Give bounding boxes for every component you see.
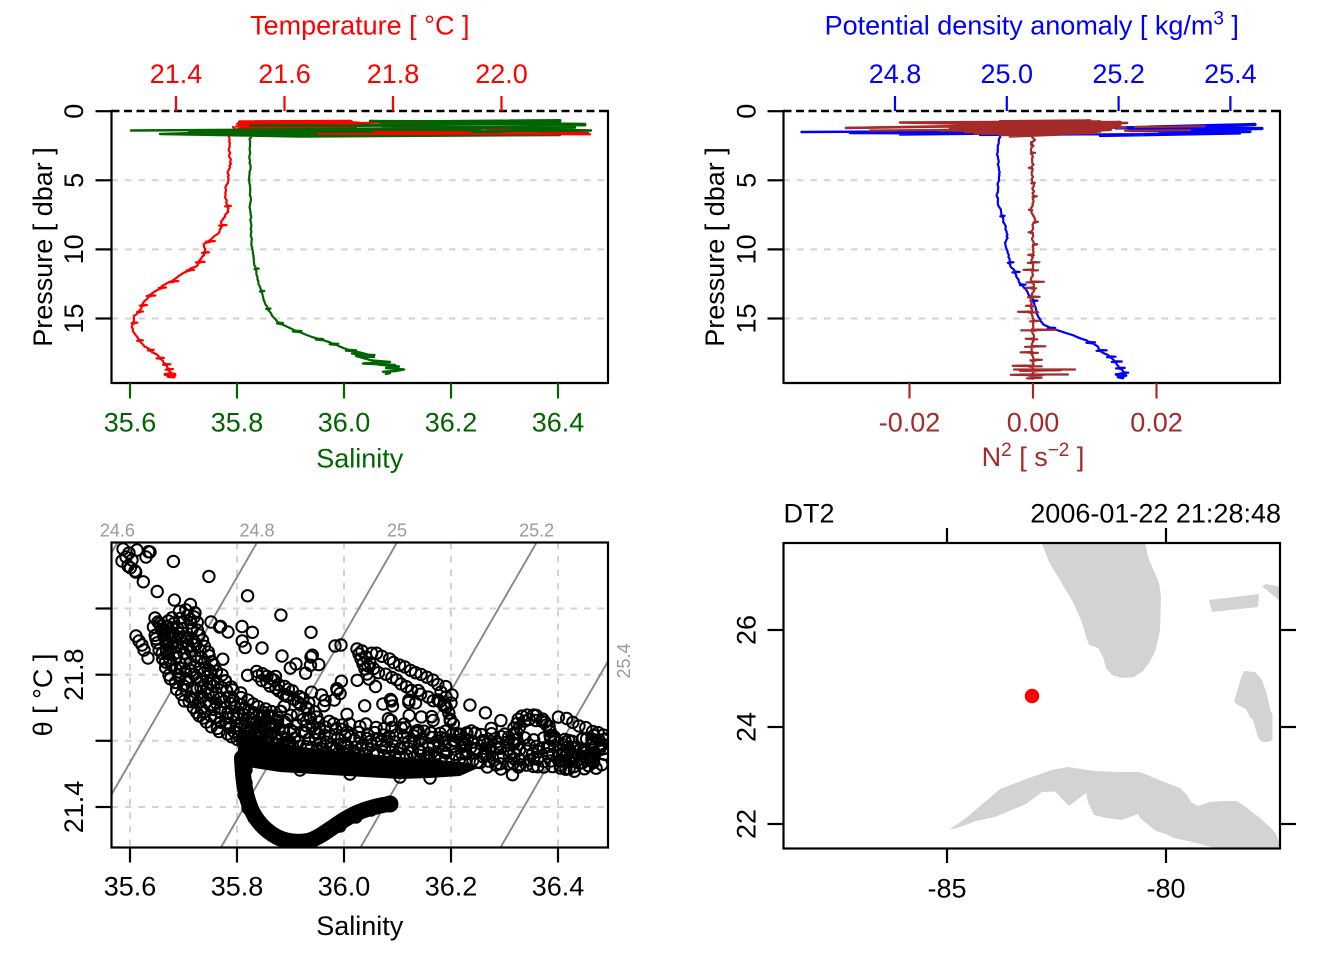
svg-text:-0.02: -0.02 bbox=[879, 407, 941, 437]
svg-text:DT2: DT2 bbox=[784, 499, 835, 529]
svg-text:15: 15 bbox=[59, 303, 89, 333]
svg-text:N2 [ s−2 ]: N2 [ s−2 ] bbox=[982, 440, 1085, 472]
svg-text:0.00: 0.00 bbox=[1007, 407, 1060, 437]
svg-text:24.6: 24.6 bbox=[100, 521, 135, 541]
svg-text:0: 0 bbox=[732, 104, 762, 119]
svg-text:36.2: 36.2 bbox=[425, 872, 478, 902]
svg-text:Potential density anomaly [ kg: Potential density anomaly [ kg/m3 ] bbox=[825, 9, 1239, 41]
svg-text:25: 25 bbox=[387, 521, 407, 541]
svg-text:-85: -85 bbox=[927, 874, 966, 904]
svg-text:Temperature [ °C ]: Temperature [ °C ] bbox=[250, 11, 469, 41]
svg-text:10: 10 bbox=[59, 234, 89, 264]
svg-text:26: 26 bbox=[732, 615, 762, 645]
svg-text:2006-01-22 21:28:48: 2006-01-22 21:28:48 bbox=[1030, 499, 1281, 529]
svg-text:10: 10 bbox=[732, 234, 762, 264]
svg-text:36.4: 36.4 bbox=[532, 407, 585, 437]
svg-text:25.2: 25.2 bbox=[1092, 59, 1145, 89]
svg-text:35.8: 35.8 bbox=[211, 407, 264, 437]
svg-text:0: 0 bbox=[59, 104, 89, 119]
svg-text:36.0: 36.0 bbox=[318, 407, 371, 437]
svg-text:21.4: 21.4 bbox=[150, 59, 203, 89]
svg-text:22: 22 bbox=[732, 809, 762, 839]
svg-text:Pressure [ dbar ]: Pressure [ dbar ] bbox=[28, 147, 58, 347]
svg-text:36.4: 36.4 bbox=[532, 872, 585, 902]
svg-text:θ [ °C ]: θ [ °C ] bbox=[28, 654, 58, 737]
svg-text:Salinity: Salinity bbox=[316, 911, 404, 941]
svg-text:22.0: 22.0 bbox=[475, 59, 528, 89]
svg-text:24.8: 24.8 bbox=[239, 521, 274, 541]
svg-text:25.4: 25.4 bbox=[614, 643, 634, 678]
svg-text:25.4: 25.4 bbox=[1204, 59, 1257, 89]
svg-text:21.4: 21.4 bbox=[59, 781, 89, 834]
svg-text:25.0: 25.0 bbox=[981, 59, 1034, 89]
svg-text:Pressure [ dbar ]: Pressure [ dbar ] bbox=[700, 147, 730, 347]
svg-text:36.0: 36.0 bbox=[318, 872, 371, 902]
svg-text:35.6: 35.6 bbox=[104, 872, 157, 902]
svg-text:Salinity: Salinity bbox=[316, 444, 404, 474]
svg-text:21.8: 21.8 bbox=[59, 648, 89, 701]
svg-text:5: 5 bbox=[59, 173, 89, 188]
svg-text:35.6: 35.6 bbox=[104, 407, 157, 437]
svg-text:0.02: 0.02 bbox=[1130, 407, 1183, 437]
svg-text:36.2: 36.2 bbox=[425, 407, 478, 437]
svg-text:-80: -80 bbox=[1146, 874, 1185, 904]
svg-text:25.2: 25.2 bbox=[519, 521, 554, 541]
svg-text:21.8: 21.8 bbox=[367, 59, 420, 89]
svg-text:5: 5 bbox=[732, 173, 762, 188]
svg-text:21.6: 21.6 bbox=[258, 59, 311, 89]
svg-text:35.8: 35.8 bbox=[211, 872, 264, 902]
svg-text:24: 24 bbox=[732, 712, 762, 742]
svg-text:24.8: 24.8 bbox=[869, 59, 922, 89]
svg-text:15: 15 bbox=[732, 303, 762, 333]
